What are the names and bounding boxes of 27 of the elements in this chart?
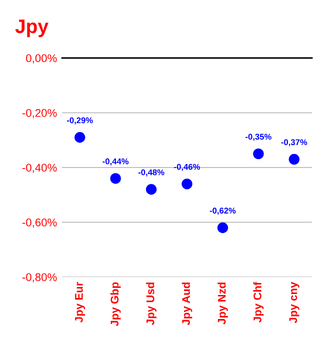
point bbox=[253, 148, 264, 160]
y-tick-label: -0,40% bbox=[22, 164, 57, 173]
data-label: -0,35% bbox=[246, 134, 272, 141]
point bbox=[110, 173, 121, 184]
x-tick-label: Jpy cny bbox=[289, 282, 300, 324]
data-label: -0,46% bbox=[174, 164, 200, 171]
point bbox=[146, 184, 157, 195]
point bbox=[217, 222, 228, 234]
x-tick-label: Jpy Gbp bbox=[110, 282, 121, 326]
data-label: -0,62% bbox=[210, 208, 236, 215]
y-tick-label: -0,60% bbox=[22, 218, 57, 228]
y-tick-label: -0,20% bbox=[22, 109, 57, 118]
point bbox=[182, 178, 192, 190]
point bbox=[288, 154, 300, 165]
data-label: -0,37% bbox=[281, 139, 308, 146]
y-tick-label: 0,00% bbox=[26, 54, 57, 64]
chart-title: Jpy bbox=[15, 20, 48, 38]
data-label: -0,29% bbox=[66, 117, 93, 124]
x-tick-label: Jpy Chf bbox=[253, 282, 264, 322]
y-tick-label: -0,80% bbox=[22, 273, 57, 282]
x-tick-label: Jpy Usd bbox=[146, 282, 156, 325]
data-label: -0,44% bbox=[102, 158, 129, 166]
x-tick-label: Jpy Nzd bbox=[218, 282, 228, 324]
x-tick-label: Jpy Aud bbox=[182, 282, 192, 326]
x-tick-label: Jpy Eur bbox=[75, 282, 86, 322]
point bbox=[74, 132, 86, 143]
data-label: -0,48% bbox=[138, 169, 164, 176]
